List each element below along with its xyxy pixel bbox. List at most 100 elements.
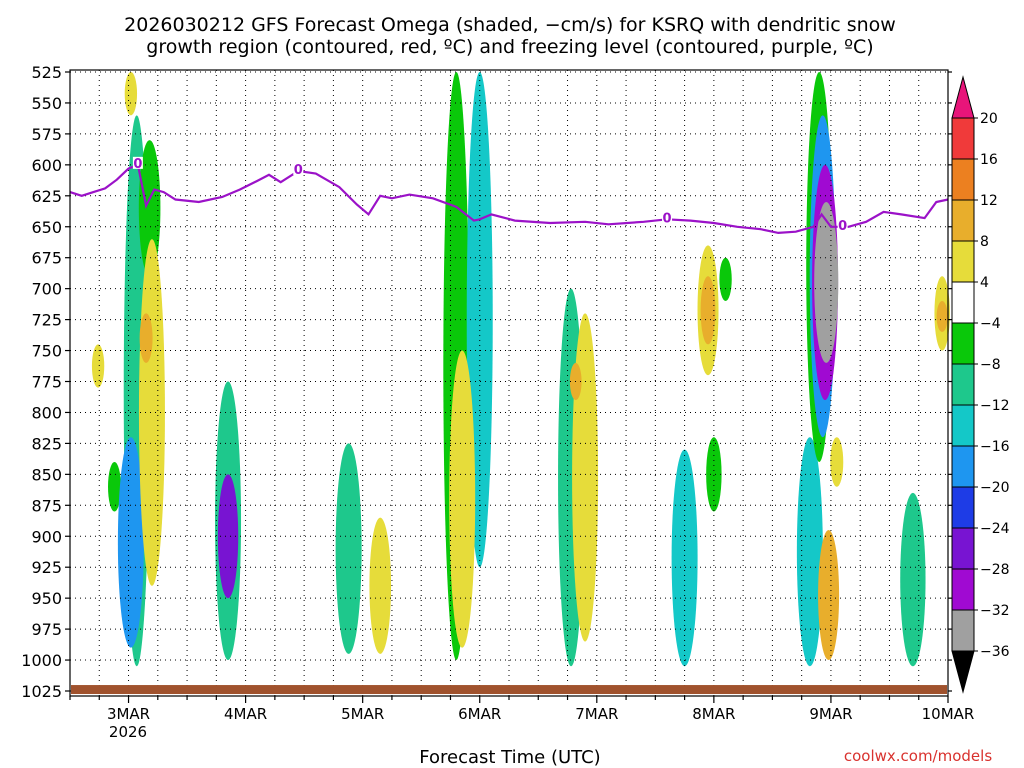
omega-shading [91, 71, 950, 667]
colorbar-swatch-12 [951, 568, 975, 611]
colorbar-label-12: −32 [980, 603, 1010, 619]
y-tick-label-525: 525 [31, 63, 62, 82]
colorbar-label-10: −24 [980, 521, 1010, 537]
omega-feature-14 [449, 350, 476, 648]
colorbar-swatch-7 [951, 363, 975, 406]
colorbar-swatch-3 [951, 199, 975, 242]
omega-feature-16 [572, 313, 599, 642]
freezing-level-label-bg-3 [837, 218, 848, 231]
omega-feature-29 [818, 530, 840, 661]
x-tick-label-4MAR: 4MAR [224, 705, 267, 723]
freezing-level-line [69, 163, 949, 235]
omega-feature-20 [700, 276, 716, 345]
colorbar-label-7: −12 [980, 398, 1010, 414]
y-tick-label-675: 675 [31, 249, 62, 268]
freezing-level-label-bg-2 [662, 211, 673, 224]
y-tick-label-900: 900 [31, 527, 62, 546]
y-tick-label-575: 575 [31, 125, 62, 144]
omega-feature-28 [830, 437, 844, 487]
omega-feature-30 [900, 492, 926, 667]
y-tick-label-850: 850 [31, 465, 62, 484]
chart-title-line-2: growth region (contoured, red, ºC) and f… [146, 36, 873, 58]
freezing-level-label-1: 0 [294, 163, 303, 178]
omega-feature-7 [139, 313, 153, 363]
x-tick-label-5MAR: 5MAR [341, 705, 384, 723]
freezing-level-label-3: 0 [838, 219, 847, 234]
freezing-level: 0 0 0 0 [69, 156, 949, 235]
x-tick-label-8MAR: 8MAR [692, 705, 735, 723]
colorbar-arrow-bottom [951, 650, 975, 694]
omega-feature-2 [124, 72, 138, 116]
omega-feature-1 [108, 461, 121, 512]
colorbar-label-1: 16 [980, 152, 998, 168]
y-tick-label-625: 625 [31, 187, 62, 206]
omega-feature-32 [936, 301, 948, 332]
colorbar-label-9: −20 [980, 480, 1010, 496]
x-tick-label-7MAR: 7MAR [575, 705, 618, 723]
colorbar-label-8: −16 [980, 439, 1010, 455]
freezing-level-label-2: 0 [663, 211, 672, 226]
y-tick-label-925: 925 [31, 558, 62, 577]
freezing-level-label-0: 0 [133, 157, 142, 172]
colorbar-swatch-4 [951, 240, 975, 283]
omega-feature-9 [217, 474, 239, 599]
omega-feature-21 [719, 257, 732, 302]
y-tick-label-1025: 1025 [21, 682, 62, 701]
omega-feature-6 [138, 239, 165, 586]
x-axis-label: Forecast Time (UTC) [419, 747, 600, 768]
colorbar-swatch-2 [951, 158, 975, 201]
y-tick-label-800: 800 [31, 403, 62, 422]
y-axis-ticks: 525 550 575 600 625 650 675 700 725 750 775 800 825 8… [21, 63, 952, 701]
colorbar-swatch-11 [951, 527, 975, 570]
omega-feature-4 [117, 437, 144, 648]
chart-title-line-1: 2026030212 GFS Forecast Omega (shaded, −… [124, 14, 896, 36]
colorbar-swatch-13 [951, 609, 975, 652]
colorbar-swatch-1 [951, 117, 975, 160]
y-tick-label-550: 550 [31, 94, 62, 113]
y-tick-label-600: 600 [31, 156, 62, 175]
colorbar-label-11: −28 [980, 562, 1010, 578]
omega-feature-23 [796, 437, 823, 667]
colorbar-swatch-6 [951, 322, 975, 365]
omega-feature-5 [138, 140, 161, 277]
x-tick-label-3MAR: 3MAR [107, 705, 150, 723]
colorbar-swatch-5 [951, 281, 975, 324]
y-tick-label-1000: 1000 [21, 651, 62, 670]
colorbar-label-6: −8 [980, 357, 1001, 373]
y-tick-label-650: 650 [31, 218, 62, 237]
omega-feature-10 [335, 443, 362, 654]
freezing-level-label-bg-1 [293, 163, 304, 176]
y-tick-label-950: 950 [31, 589, 62, 608]
colorbar-label-3: 8 [980, 234, 989, 250]
colorbar-label-0: 20 [980, 111, 998, 127]
y-tick-label-975: 975 [31, 620, 62, 639]
colorbar-swatch-8 [951, 404, 975, 447]
x-year-label: 2026 [109, 723, 147, 741]
x-tick-label-10MAR: 10MAR [922, 705, 975, 723]
colorbar: 20 16 12 8 4 −4 −8 −12 −16 −20 −24 −28 −32 −36 [951, 75, 1010, 694]
y-tick-label-700: 700 [31, 280, 62, 299]
omega-feature-0 [91, 344, 105, 388]
x-tick-label-6MAR: 6MAR [458, 705, 501, 723]
surface-band-rect [71, 685, 947, 694]
surface-band [71, 685, 947, 694]
y-tick-label-825: 825 [31, 434, 62, 453]
colorbar-swatch-10 [951, 486, 975, 529]
x-tick-label-9MAR: 9MAR [809, 705, 852, 723]
colorbar-label-4: 4 [980, 275, 989, 291]
y-tick-label-750: 750 [31, 342, 62, 361]
x-axis-ticks: 3MAR 4MAR 5MAR 6MAR 7MAR 8MAR 9MAR 10MAR [69, 696, 975, 723]
omega-feature-18 [671, 449, 698, 667]
colorbar-swatch-9 [951, 445, 975, 488]
freezing-level-label-bg-0 [132, 156, 143, 169]
y-tick-label-775: 775 [31, 373, 62, 392]
y-tick-label-875: 875 [31, 496, 62, 515]
colorbar-arrow-top [951, 75, 975, 119]
omega-feature-11 [369, 517, 392, 654]
omega-feature-22 [706, 437, 722, 512]
colorbar-label-5: −4 [980, 316, 1001, 332]
y-tick-label-725: 725 [31, 311, 62, 330]
colorbar-label-13: −36 [980, 644, 1010, 660]
credit-text: coolwx.com/models [844, 747, 992, 765]
